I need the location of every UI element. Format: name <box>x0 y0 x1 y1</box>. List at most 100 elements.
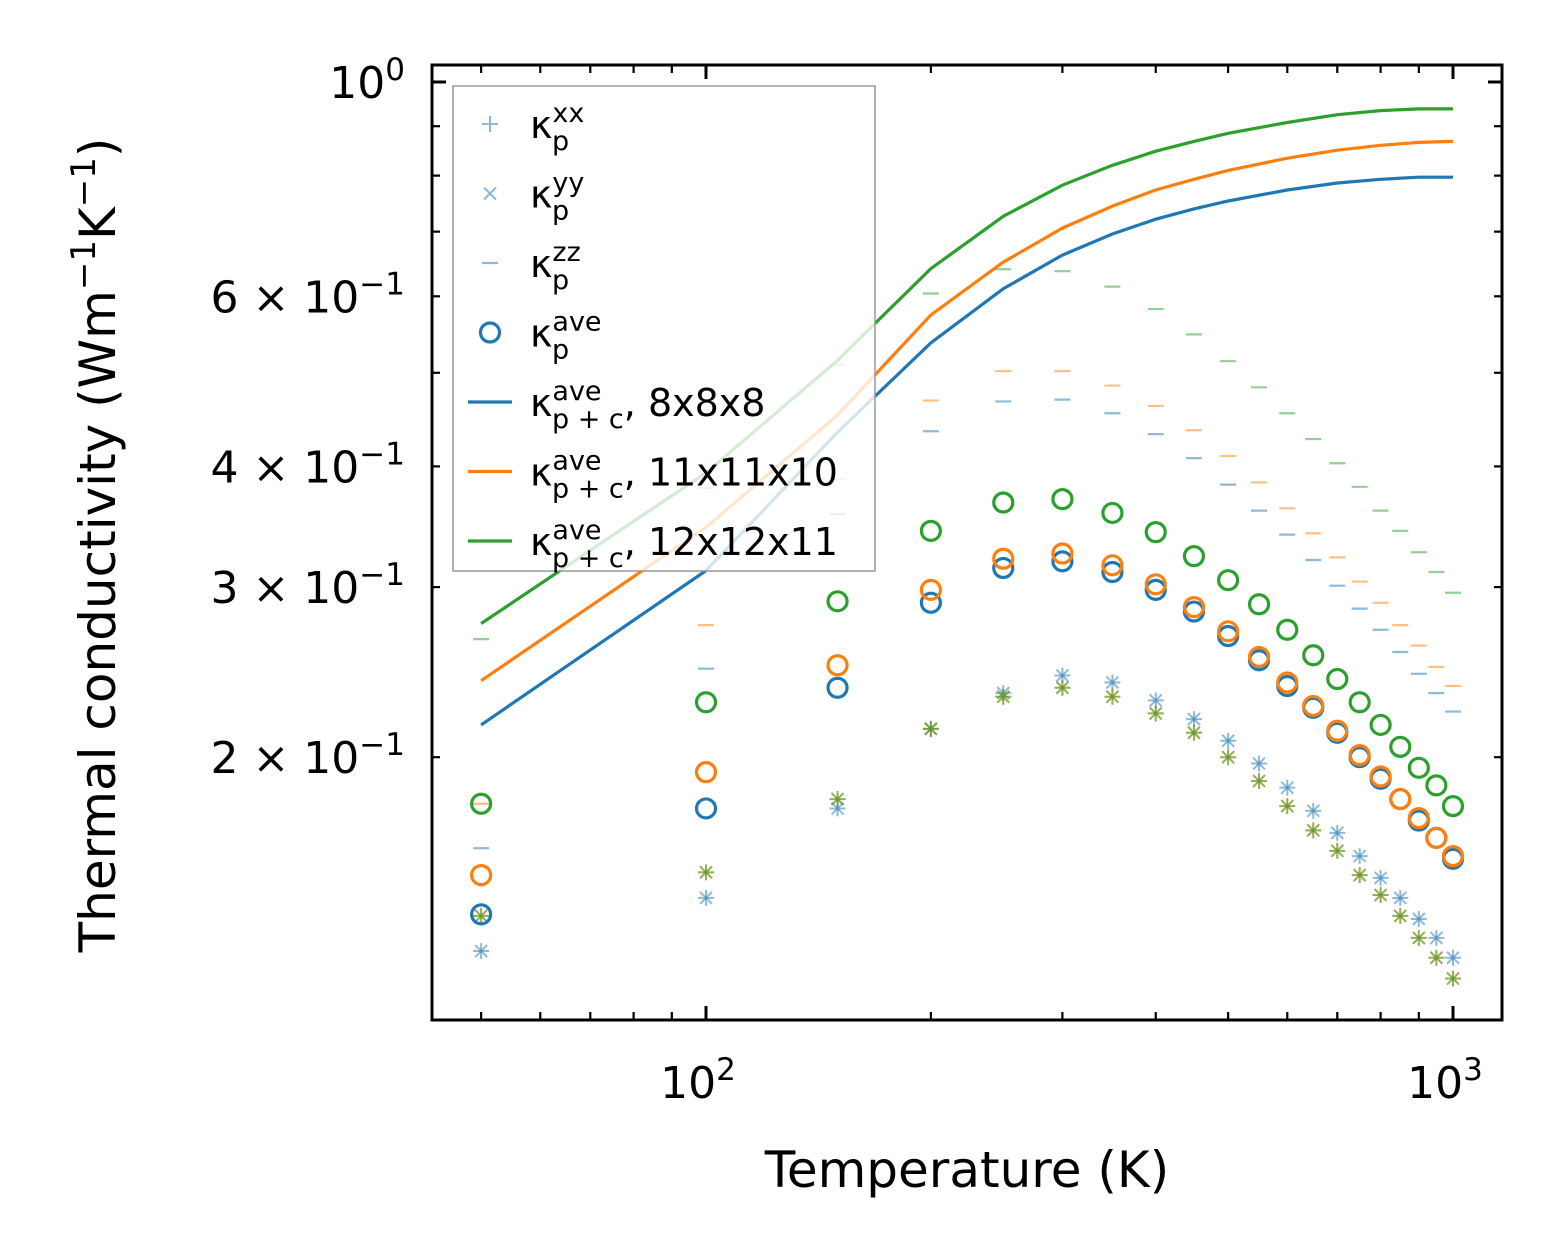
point-cross <box>1393 891 1407 905</box>
point-circle <box>1425 774 1448 797</box>
point-circle <box>1348 744 1371 767</box>
circle-marker <box>470 903 493 926</box>
cross-marker-b <box>483 186 497 201</box>
circle-marker <box>992 547 1015 570</box>
cross-marker-b <box>1429 931 1444 945</box>
point-cross <box>830 792 845 806</box>
cross-marker-b <box>1352 868 1367 882</box>
point-circle <box>1389 735 1412 758</box>
point-circle <box>470 903 493 926</box>
cross-marker-b <box>1412 912 1426 926</box>
point-cross <box>1187 712 1201 726</box>
circle-marker <box>694 761 718 784</box>
circle-marker <box>1407 756 1430 779</box>
point-circle <box>1425 826 1448 850</box>
circle-marker <box>1389 735 1412 758</box>
cross-marker-b <box>1393 909 1407 923</box>
circle-marker <box>1051 542 1074 565</box>
point-cross <box>1446 951 1460 965</box>
point-circle <box>1247 593 1271 616</box>
point-circle <box>1389 787 1412 811</box>
legend-marker-circle <box>478 321 502 344</box>
cross-marker-b <box>1055 681 1070 695</box>
point-cross <box>1280 780 1294 795</box>
circle-marker <box>1348 691 1371 714</box>
point-cross <box>1330 826 1344 840</box>
legend-label: κave p <box>530 307 602 366</box>
point-cross <box>1221 750 1235 764</box>
circle-marker <box>826 654 849 677</box>
cross-marker-b <box>1373 888 1388 902</box>
point-circle <box>1407 806 1430 830</box>
point-cross <box>1252 756 1266 771</box>
cross-marker-b <box>996 690 1010 704</box>
point-circle <box>1051 542 1074 565</box>
circle-marker <box>1144 573 1167 596</box>
circle-marker <box>1217 620 1240 643</box>
circle-marker <box>826 676 849 699</box>
y-tick-label: 100 <box>329 52 405 109</box>
point-circle <box>992 547 1015 570</box>
point-circle <box>1441 794 1465 818</box>
cross-marker-b <box>474 909 488 923</box>
point-cross <box>699 865 713 880</box>
cross-marker-b <box>699 891 713 905</box>
cross-marker-b <box>1330 844 1344 858</box>
circle-marker <box>1302 644 1325 667</box>
circle-marker <box>1182 545 1206 568</box>
point-circle <box>1247 645 1271 669</box>
point-cross <box>1429 931 1444 945</box>
plot-frame <box>430 63 1504 1022</box>
cross-marker-b <box>1412 931 1426 945</box>
cross-marker-b <box>1306 823 1320 838</box>
point-circle <box>1369 765 1392 788</box>
circle-marker <box>694 691 718 714</box>
legend: κxx p κyy p κzz p κave p κave p + c, 8x8x8 κave p +… <box>452 85 876 574</box>
point-cross <box>1055 681 1070 695</box>
legend-marker-cross <box>483 186 497 201</box>
point-circle <box>1302 694 1325 718</box>
point-circle <box>1182 596 1206 619</box>
cross-marker-b <box>1306 804 1320 818</box>
point-circle <box>694 761 718 784</box>
point-circle <box>1051 488 1074 511</box>
circle-marker <box>919 591 942 614</box>
data-marks <box>470 107 1465 987</box>
legend-marker-plus <box>482 116 498 132</box>
x-tick-label: 102 <box>660 1052 736 1109</box>
point-circle <box>1144 573 1167 596</box>
point-cross <box>474 909 488 923</box>
point-cross <box>1252 774 1266 788</box>
cross-marker-b <box>1393 891 1407 905</box>
point-circle <box>694 797 718 820</box>
cross-marker-b <box>830 792 845 806</box>
point-circle <box>826 590 849 613</box>
point-circle <box>1051 550 1074 573</box>
circle-marker <box>470 864 493 887</box>
y-axis-label: Thermal conductivity (Wm−1K−1) <box>64 138 127 954</box>
point-cross <box>699 891 713 905</box>
circle-marker <box>919 578 942 602</box>
legend-label: κyy p <box>530 168 584 227</box>
point-circle <box>1407 756 1430 779</box>
point-circle <box>1144 521 1167 544</box>
point-circle <box>992 556 1015 580</box>
circle-marker <box>1276 618 1299 641</box>
cross-marker-b <box>1252 774 1266 788</box>
cross-marker-b <box>1149 706 1163 721</box>
cross-marker-b <box>1373 871 1388 885</box>
circle-marker <box>694 797 718 820</box>
legend-box <box>452 85 876 572</box>
y-tick-label: 2 × 10−1 <box>210 727 405 784</box>
point-circle <box>919 519 942 543</box>
point-circle <box>470 864 493 887</box>
circle-marker <box>1101 554 1124 577</box>
point-circle <box>1369 713 1392 737</box>
point-cross <box>1105 675 1120 690</box>
circle-marker <box>1144 521 1167 544</box>
cross-marker-b <box>1352 849 1367 863</box>
cross-marker-b <box>1105 675 1120 690</box>
point-cross <box>1412 931 1426 945</box>
legend-label: κave p + c, 8x8x8 <box>530 376 765 435</box>
cross-marker-b <box>1280 799 1294 813</box>
